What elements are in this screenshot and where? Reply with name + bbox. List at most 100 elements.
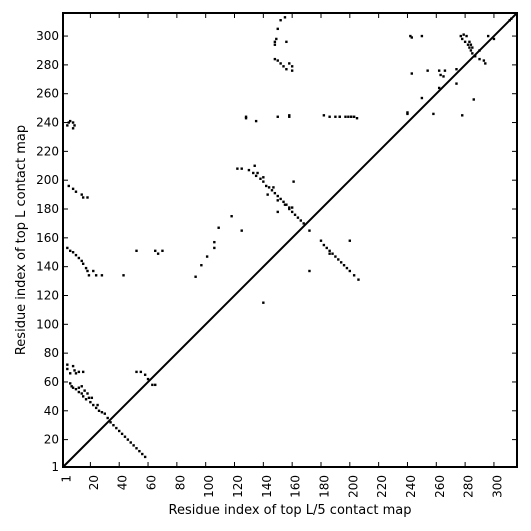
- contact-point: [461, 114, 464, 117]
- contact-point: [205, 255, 209, 258]
- y-tick-label: 100: [36, 317, 59, 331]
- axis-ticks: 1 20 40 60 80 100 120 140 160 180 200 220 240 260 280 3…: [36, 13, 517, 498]
- contact-point: [92, 403, 95, 407]
- contact-point: [348, 239, 352, 242]
- contact-point: [71, 127, 75, 130]
- contact-point: [66, 363, 69, 366]
- contact-point: [474, 55, 477, 58]
- contact-point: [69, 372, 72, 375]
- contact-point: [77, 370, 81, 374]
- x-tick-label: 260: [433, 475, 447, 498]
- y-tick-label: 40: [44, 404, 59, 418]
- contact-point: [83, 389, 86, 392]
- y-tick-label: 1: [51, 460, 59, 474]
- x-tick-label: 300: [490, 475, 504, 498]
- contact-point: [296, 216, 300, 219]
- contact-point: [270, 189, 274, 192]
- x-tick-label: 220: [375, 475, 389, 498]
- contact-point: [122, 274, 125, 277]
- y-tick-label: 20: [44, 433, 59, 447]
- contact-point: [69, 382, 72, 385]
- contact-point: [455, 82, 458, 85]
- contact-point: [328, 252, 331, 255]
- x-tick-label: 160: [289, 475, 303, 498]
- contact-point: [406, 112, 409, 116]
- contact-point: [240, 229, 243, 232]
- contact-point: [240, 167, 243, 170]
- contact-point: [236, 167, 239, 170]
- contact-point: [77, 390, 81, 394]
- contact-point: [265, 184, 268, 188]
- contact-point: [302, 222, 305, 225]
- contact-point: [194, 275, 197, 278]
- contact-point: [106, 416, 109, 420]
- contact-point: [135, 249, 138, 253]
- contact-point: [272, 186, 275, 189]
- diagonal-line: [62, 12, 518, 468]
- contact-point: [350, 115, 353, 118]
- contact-point: [146, 377, 150, 381]
- contact-point: [80, 193, 83, 196]
- contact-point: [462, 33, 465, 36]
- contact-point: [328, 115, 331, 118]
- contact-point: [100, 411, 104, 414]
- contact-point: [290, 206, 294, 209]
- contact-point: [92, 269, 95, 273]
- y-tick-label: 220: [36, 144, 59, 158]
- x-tick-label: 20: [87, 475, 101, 490]
- contact-point: [285, 203, 288, 206]
- y-tick-label: 240: [36, 116, 59, 130]
- contact-point: [279, 62, 282, 65]
- contact-point: [252, 171, 255, 175]
- contact-point: [285, 68, 288, 71]
- contact-point: [334, 115, 337, 118]
- contact-point: [67, 121, 70, 124]
- contact-point: [73, 124, 76, 127]
- contact-point: [279, 197, 282, 201]
- contact-point: [319, 239, 323, 242]
- x-tick-label: 140: [260, 475, 274, 498]
- contact-point: [293, 213, 297, 216]
- contact-point: [109, 421, 112, 424]
- contact-point: [276, 27, 279, 31]
- contact-point: [81, 395, 85, 398]
- contact-point: [74, 372, 78, 375]
- contact-point: [469, 43, 473, 46]
- contact-point: [96, 403, 99, 407]
- contact-point: [87, 274, 91, 277]
- contact-point: [410, 72, 413, 75]
- contact-point: [492, 37, 496, 41]
- contact-point: [439, 73, 442, 77]
- contact-point: [86, 196, 89, 199]
- contact-point: [290, 210, 294, 214]
- contact-point: [508, 19, 511, 22]
- contact-point: [469, 49, 473, 52]
- contact-point: [482, 59, 486, 62]
- contact-point: [290, 69, 294, 72]
- contact-point: [254, 119, 258, 123]
- contact-point: [345, 266, 349, 270]
- contact-point: [276, 59, 279, 62]
- x-tick-label: 40: [116, 475, 130, 490]
- contact-point: [273, 191, 277, 195]
- contact-point: [338, 115, 341, 118]
- contact-point: [94, 274, 98, 277]
- y-tick-label: 260: [36, 87, 59, 101]
- contact-point: [156, 252, 160, 255]
- contact-point: [420, 96, 424, 100]
- contact-point: [73, 369, 76, 372]
- contact-point: [406, 111, 409, 114]
- contact-point: [244, 117, 248, 120]
- contact-point: [486, 34, 490, 38]
- contact-point: [352, 274, 356, 277]
- contact-point: [66, 246, 69, 250]
- contact-point: [100, 274, 104, 277]
- contact-point: [288, 114, 291, 117]
- contact-point: [90, 396, 94, 400]
- contact-point: [461, 37, 464, 41]
- contact-point: [331, 252, 334, 255]
- x-tick-label: 120: [231, 475, 245, 498]
- contact-point: [276, 115, 279, 118]
- contact-point: [154, 249, 157, 253]
